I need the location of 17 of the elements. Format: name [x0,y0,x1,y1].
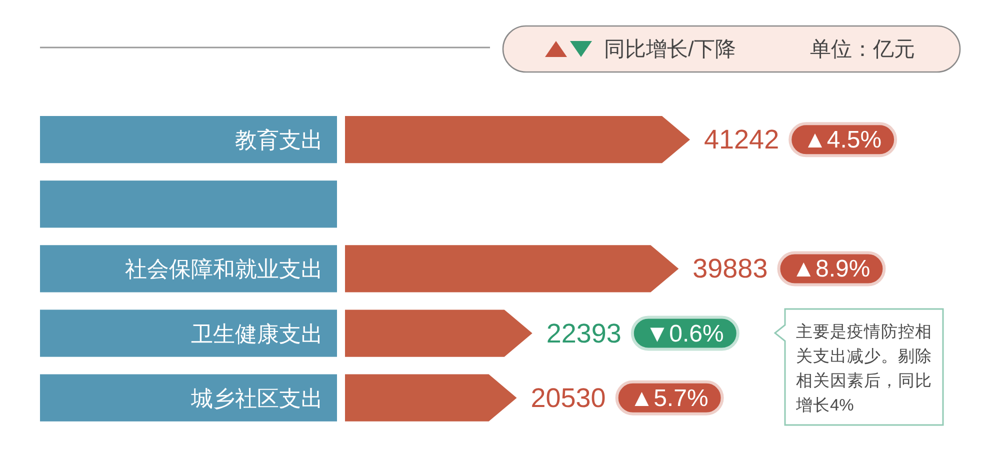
data-label: ▲5.7% [630,384,708,412]
data-label: ▲8.9% [792,255,870,282]
legend-label: 同比增长/下降 [604,38,736,60]
data-label: 39883 [692,254,768,284]
data-label: 41242 [704,124,780,155]
data-label: ▼0.6% [645,320,724,347]
text: 单位：亿元 [810,38,915,60]
data-label: 20530 [530,382,606,413]
data-label: ▲4.5% [803,126,882,154]
y-tick-label: 教育支出 [235,127,323,152]
y-tick-label: 卫生健康支出 [191,320,323,346]
y-tick-label: 城乡社区支出 [190,385,323,410]
y-tick-label: 社会保障和就业支出 [125,256,323,282]
text: 主要是疫情防控相关支出减少。剔除相关因素后，同比增长4% [795,322,932,414]
bar [345,116,690,164]
bar [345,245,679,292]
data-label: 22393 [546,318,622,348]
